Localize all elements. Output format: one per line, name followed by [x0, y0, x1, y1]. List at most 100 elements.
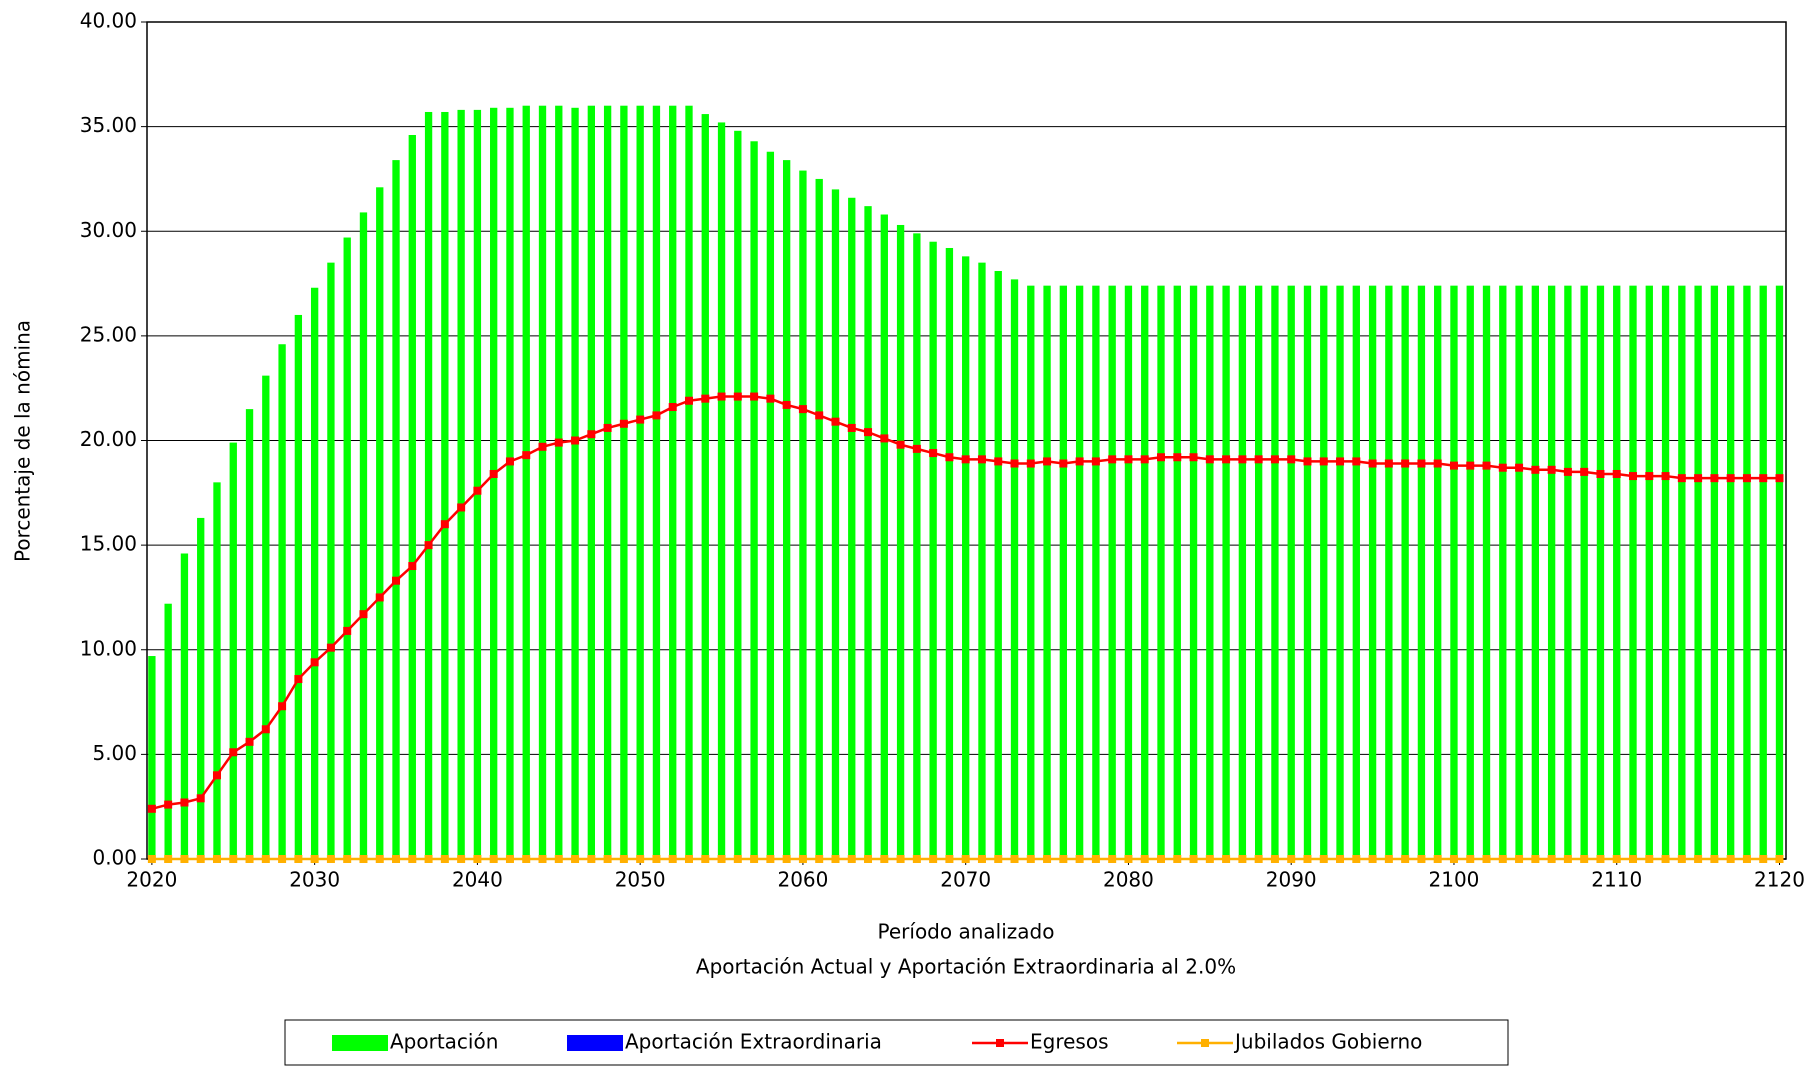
- marker: [619, 419, 628, 428]
- bar: [1303, 285, 1312, 859]
- y-tick-label: 15.00: [80, 532, 137, 556]
- marker: [1091, 457, 1100, 466]
- bar: [1596, 285, 1605, 859]
- bar: [815, 178, 823, 859]
- marker: [977, 855, 986, 863]
- bar: [929, 241, 937, 859]
- x-axis-title: Período analizado: [878, 920, 1055, 944]
- marker: [1661, 472, 1670, 481]
- marker: [1254, 855, 1263, 863]
- marker: [1075, 457, 1084, 466]
- marker: [766, 394, 775, 403]
- marker: [229, 748, 238, 757]
- marker: [701, 855, 710, 863]
- bar: [278, 344, 286, 859]
- marker: [1563, 855, 1572, 863]
- bar: [750, 141, 758, 859]
- marker: [961, 855, 970, 863]
- bar: [164, 603, 172, 859]
- marker: [977, 455, 986, 464]
- marker: [505, 855, 514, 863]
- marker: [1205, 855, 1214, 863]
- bar: [1775, 285, 1784, 859]
- marker: [847, 423, 856, 432]
- bar: [245, 409, 254, 859]
- bar: [1515, 285, 1523, 859]
- bar: [1661, 285, 1670, 859]
- x-tick-label: 2060: [777, 868, 828, 892]
- bar: [1564, 285, 1572, 859]
- bar: [1254, 285, 1263, 859]
- marker: [1303, 855, 1312, 863]
- marker: [147, 855, 156, 863]
- bar: [1580, 285, 1588, 859]
- marker: [1433, 855, 1442, 863]
- marker: [408, 855, 417, 863]
- marker: [1401, 855, 1410, 863]
- marker: [1336, 457, 1345, 466]
- marker: [587, 430, 596, 439]
- bar: [1401, 285, 1409, 859]
- marker: [538, 855, 547, 863]
- bar: [864, 206, 872, 859]
- x-tick-label: 2120: [1754, 868, 1805, 892]
- marker: [1661, 855, 1670, 863]
- bar: [1027, 285, 1035, 859]
- bar: [1499, 285, 1507, 859]
- marker: [1173, 453, 1182, 462]
- marker: [164, 855, 173, 863]
- marker: [1010, 459, 1019, 468]
- marker: [782, 855, 791, 863]
- bar: [685, 105, 693, 859]
- marker: [1742, 855, 1751, 863]
- marker: [392, 855, 401, 863]
- bar: [506, 107, 514, 860]
- marker: [733, 855, 742, 863]
- legend-box: [284, 1019, 1509, 1066]
- marker: [896, 855, 905, 863]
- marker: [1222, 455, 1231, 464]
- marker: [912, 855, 921, 863]
- marker: [457, 503, 466, 512]
- marker: [1515, 855, 1524, 863]
- bar: [603, 105, 612, 859]
- marker: [1417, 459, 1426, 468]
- bar: [392, 160, 400, 860]
- marker: [1238, 855, 1247, 863]
- bar: [473, 109, 482, 859]
- marker: [880, 855, 889, 863]
- bar: [310, 287, 319, 859]
- bar: [1531, 285, 1540, 859]
- legend-swatch: [332, 1035, 388, 1051]
- marker: [1759, 855, 1768, 863]
- bar: [538, 105, 547, 859]
- marker: [912, 444, 921, 453]
- marker: [1466, 855, 1475, 863]
- legend-label: Jubilados Gobierno: [1233, 1030, 1422, 1054]
- marker: [473, 855, 482, 863]
- marker: [359, 855, 368, 863]
- marker: [1303, 457, 1312, 466]
- marker: [1140, 855, 1149, 863]
- marker: [424, 541, 433, 550]
- marker: [815, 411, 824, 420]
- marker: [1726, 474, 1735, 483]
- marker: [619, 855, 628, 863]
- bar: [962, 256, 970, 859]
- marker: [636, 855, 645, 863]
- bar: [782, 160, 791, 860]
- bar: [766, 151, 775, 860]
- marker: [994, 855, 1003, 863]
- bar: [148, 656, 156, 859]
- marker: [440, 855, 449, 863]
- marker: [864, 428, 873, 437]
- marker: [1124, 855, 1133, 863]
- marker: [1043, 855, 1052, 863]
- marker: [424, 855, 433, 863]
- marker: [782, 400, 791, 409]
- bar: [1434, 285, 1442, 859]
- marker: [457, 855, 466, 863]
- marker: [684, 855, 693, 863]
- marker: [1612, 855, 1621, 863]
- marker: [1173, 855, 1182, 863]
